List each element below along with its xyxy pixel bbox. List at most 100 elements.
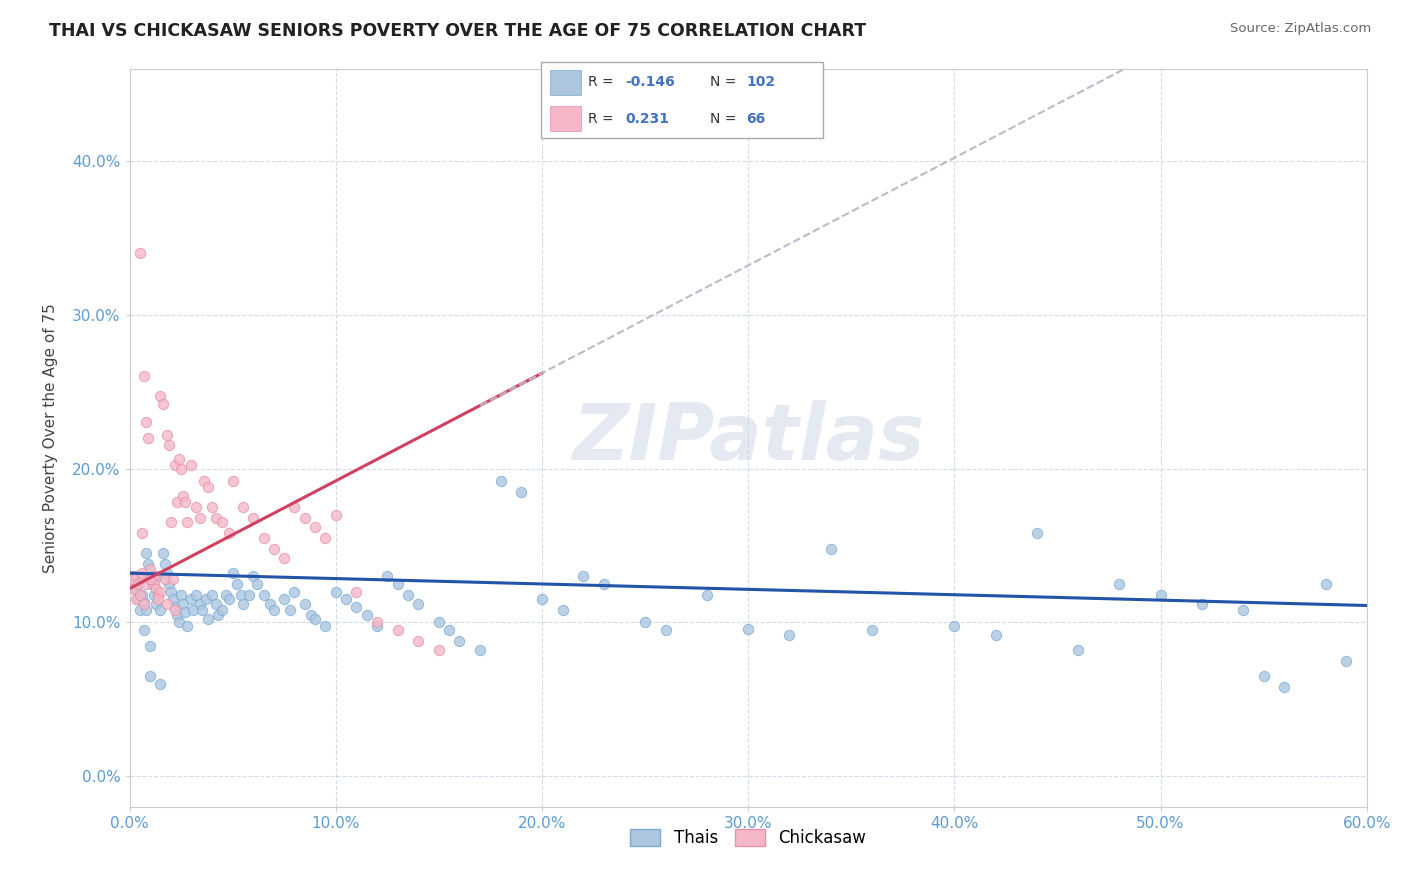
Point [131,566,153,581]
Text: N =: N = [710,112,737,126]
Point [125,592,148,607]
Point [263,541,285,556]
Point [197,480,219,494]
Point [128,246,150,260]
Point [1232,603,1254,617]
Point [427,643,450,657]
Point [188,597,211,611]
Point [163,603,186,617]
Point [1067,643,1090,657]
Text: ZIPatlas: ZIPatlas [572,400,924,475]
Point [201,588,224,602]
FancyBboxPatch shape [550,106,581,130]
Point [166,495,188,509]
Point [153,557,176,571]
Point [737,622,759,636]
Point [184,588,207,602]
Point [205,597,228,611]
Point [193,474,215,488]
Point [1149,588,1171,602]
Point [211,603,233,617]
Text: Source: ZipAtlas.com: Source: ZipAtlas.com [1230,22,1371,36]
Point [139,569,162,583]
Point [143,577,166,591]
Point [468,643,491,657]
Point [188,510,211,524]
Point [218,592,240,607]
Point [135,416,157,430]
Point [387,577,409,591]
Point [238,588,260,602]
Text: -0.146: -0.146 [626,75,675,89]
Point [131,588,153,602]
Point [122,577,145,591]
Point [135,577,157,591]
Point [167,615,190,630]
Point [572,569,595,583]
Point [406,597,429,611]
Point [184,500,207,514]
Point [152,546,174,560]
Point [820,541,842,556]
Point [148,592,170,607]
Text: R =: R = [588,112,613,126]
Point [132,595,155,609]
Point [136,557,159,571]
Point [135,546,157,560]
Point [127,577,149,591]
Text: N =: N = [710,75,737,89]
Point [127,592,149,607]
Point [162,572,184,586]
Point [551,603,574,617]
Point [778,628,800,642]
Point [366,615,388,630]
Point [489,474,512,488]
Point [190,603,212,617]
Point [860,623,883,637]
Point [304,612,326,626]
Point [128,588,150,602]
Point [135,603,157,617]
Point [166,607,188,622]
Point [172,489,194,503]
Point [396,588,419,602]
Point [176,516,198,530]
Point [294,510,316,524]
Point [194,592,217,607]
Point [122,582,145,596]
Point [1025,526,1047,541]
Text: R =: R = [588,75,613,89]
Legend: Thais, Chickasaw: Thais, Chickasaw [624,822,873,855]
Point [162,592,184,607]
Point [121,569,143,583]
Point [449,633,471,648]
Point [125,582,148,596]
Point [156,566,179,581]
Point [157,577,180,591]
FancyBboxPatch shape [541,62,823,138]
Point [172,597,194,611]
Point [325,508,347,522]
Point [366,618,388,632]
Point [654,623,676,637]
Point [149,389,172,403]
Point [232,500,254,514]
Point [1191,597,1213,611]
Point [406,633,429,648]
Point [634,615,657,630]
Point [132,597,155,611]
Point [252,588,274,602]
Point [176,618,198,632]
Point [259,597,281,611]
Point [131,526,153,541]
Point [139,561,162,575]
Point [149,603,172,617]
Point [132,623,155,637]
Point [1272,680,1295,694]
Point [131,569,153,583]
Point [148,588,170,602]
Point [1108,577,1130,591]
Point [984,628,1007,642]
Point [1315,577,1337,591]
Point [211,516,233,530]
